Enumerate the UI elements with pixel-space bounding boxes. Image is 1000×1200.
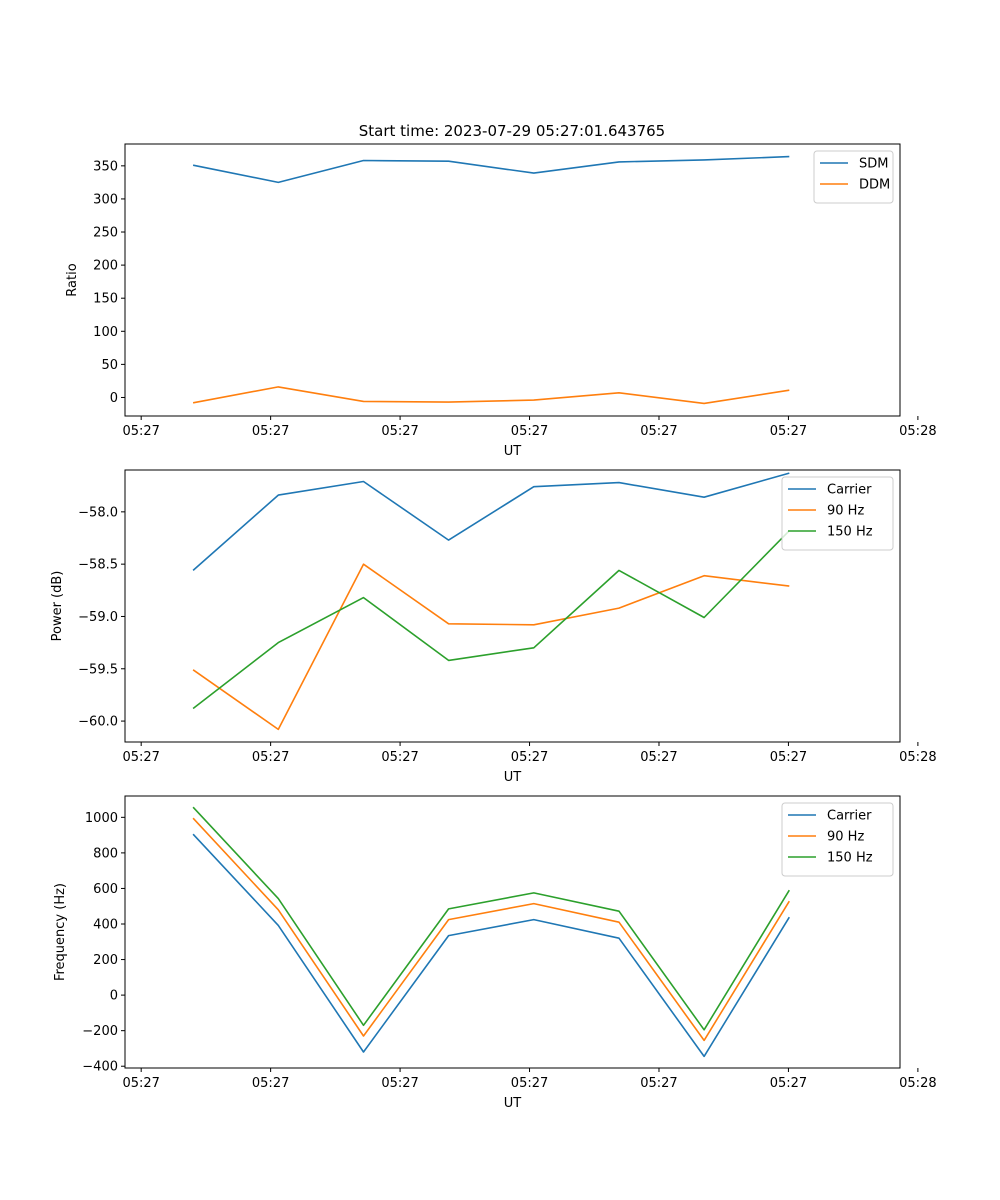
y-tick-label: 200 [93, 259, 118, 274]
plot-frame [124, 143, 901, 417]
x-tick-label: 05:27 [381, 1076, 418, 1091]
legend-frame [813, 150, 894, 204]
y-tick-label: 0 [110, 391, 118, 406]
plot-frame [124, 469, 901, 743]
x-tick-label: 05:28 [899, 1076, 936, 1091]
series-line-150-hz [192, 806, 790, 1031]
x-tick-label: 05:27 [770, 1076, 807, 1091]
y-tick-label: 250 [93, 226, 118, 241]
x-tick-label: 05:27 [122, 750, 159, 765]
x-tick-label: 05:27 [511, 424, 548, 439]
series-line-carrier [192, 833, 790, 1058]
series-line-carrier [192, 472, 790, 571]
x-tick-label: 05:27 [381, 424, 418, 439]
legend-label: SDM [859, 157, 888, 172]
x-tick-label: 05:27 [252, 750, 289, 765]
x-tick-label: 05:28 [899, 750, 936, 765]
y-axis-label: Power (dB) [50, 571, 65, 642]
series-line-sdm [192, 155, 790, 184]
y-tick-label: 600 [93, 882, 118, 897]
legend-label: 90 Hz [827, 504, 864, 519]
plot-frame [124, 795, 901, 1069]
y-tick-label: −59.5 [78, 662, 118, 677]
y-tick-label: 350 [93, 159, 118, 174]
legend-label: 90 Hz [827, 830, 864, 845]
series-line-ddm [192, 386, 790, 405]
legend: Carrier 90 Hz 150 Hz [781, 476, 894, 551]
x-tick-label: 05:27 [381, 750, 418, 765]
y-axis-label: Frequency (Hz) [53, 883, 68, 981]
chart-panel-1: 05:27 05:27 05:27 05:27 05:27 05:27 05:28 0 50 10… [65, 143, 937, 459]
chart-panel-2: 05:27 05:27 05:27 05:27 05:27 05:27 05:28 −60.0… [50, 469, 937, 785]
x-axis-label: UT [504, 770, 522, 785]
chart-panel-3: 05:27 05:27 05:27 05:27 05:27 05:27 05:28 −400 −… [53, 795, 937, 1111]
series-line-90-hz [192, 563, 790, 731]
y-axis-label: Ratio [65, 263, 80, 296]
x-tick-label: 05:28 [899, 424, 936, 439]
y-tick-label: 800 [93, 846, 118, 861]
y-tick-label: 200 [93, 953, 118, 968]
y-tick-label: −400 [82, 1060, 118, 1075]
y-tick-label: −59.0 [78, 610, 118, 625]
x-tick-label: 05:27 [770, 750, 807, 765]
x-tick-label: 05:27 [252, 424, 289, 439]
figure-title: Start time: 2023-07-29 05:27:01.643765 [359, 122, 665, 140]
x-axis-label: UT [504, 1096, 522, 1111]
x-tick-label: 05:27 [640, 424, 677, 439]
y-tick-label: 50 [101, 358, 118, 373]
legend-label: Carrier [827, 483, 872, 498]
series-line-150-hz [192, 530, 790, 710]
x-tick-label: 05:27 [770, 424, 807, 439]
chart-panels: 05:27 05:27 05:27 05:27 05:27 05:27 05:28 0 50 10… [50, 143, 937, 1111]
legend: Carrier 90 Hz 150 Hz [781, 802, 894, 877]
y-tick-label: 0 [110, 989, 118, 1004]
y-tick-label: −58.0 [78, 505, 118, 520]
x-tick-label: 05:27 [252, 1076, 289, 1091]
y-tick-label: −58.5 [78, 558, 118, 573]
series-line-90-hz [192, 817, 790, 1042]
x-tick-label: 05:27 [640, 750, 677, 765]
legend: SDM DDM [813, 150, 894, 204]
x-tick-label: 05:27 [122, 424, 159, 439]
y-tick-label: 100 [93, 325, 118, 340]
x-axis-label: UT [504, 444, 522, 459]
y-tick-label: −200 [82, 1024, 118, 1039]
x-tick-label: 05:27 [122, 1076, 159, 1091]
x-tick-label: 05:27 [511, 1076, 548, 1091]
legend-label: DDM [859, 178, 890, 193]
y-tick-label: 400 [93, 918, 118, 933]
legend-label: Carrier [827, 809, 872, 824]
y-tick-label: 150 [93, 292, 118, 307]
y-tick-label: 300 [93, 192, 118, 207]
x-tick-label: 05:27 [640, 1076, 677, 1091]
x-tick-label: 05:27 [511, 750, 548, 765]
legend-label: 150 Hz [827, 851, 873, 866]
y-tick-label: −60.0 [78, 715, 118, 730]
y-tick-label: 1000 [85, 811, 118, 826]
legend-label: 150 Hz [827, 525, 873, 540]
